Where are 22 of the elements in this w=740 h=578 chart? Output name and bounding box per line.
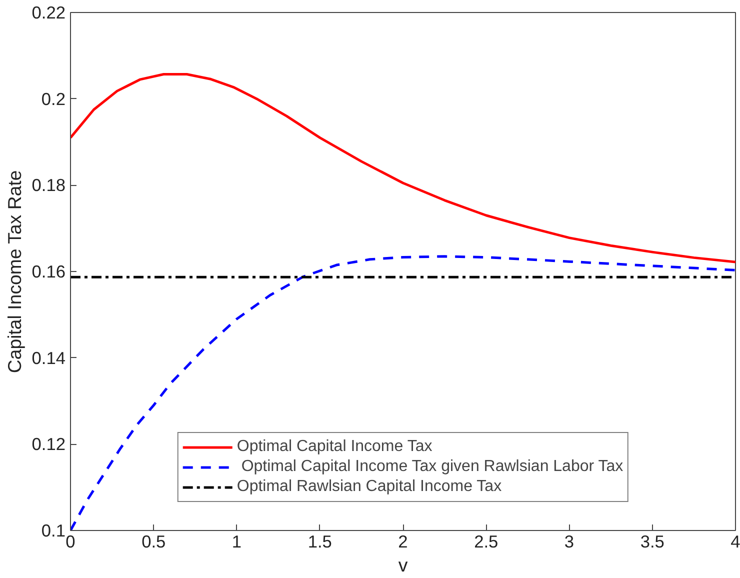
x-tick-label: 3 bbox=[564, 532, 574, 552]
legend-label: Optimal Capital Income Tax bbox=[236, 438, 432, 456]
x-tick-label: 2 bbox=[398, 532, 408, 552]
y-tick-label: 0.12 bbox=[32, 434, 66, 454]
x-tick-label: 1.5 bbox=[308, 532, 332, 552]
x-tick-label: 4 bbox=[730, 532, 740, 552]
x-tick-label: 3.5 bbox=[640, 532, 664, 552]
x-tick-label: 0 bbox=[66, 532, 76, 552]
legend-label: Optimal Capital Income Tax given Rawlsian Labor Tax bbox=[240, 458, 624, 476]
y-tick-label: 0.14 bbox=[32, 348, 66, 368]
x-tick-label: 0.5 bbox=[142, 532, 166, 552]
x-tick-label: 1 bbox=[232, 532, 242, 552]
x-axis-title: v bbox=[398, 554, 408, 576]
line-series bbox=[70, 72, 736, 264]
y-tick-label: 0.16 bbox=[32, 262, 66, 282]
y-axis-title: Capital Income Tax Rate bbox=[4, 170, 25, 374]
y-tick-label: 0.2 bbox=[41, 88, 66, 109]
y-tick-label: 0.22 bbox=[32, 2, 66, 22]
legend-label: Optimal Rawlsian Capital Income Tax bbox=[236, 478, 502, 496]
y-tick-label: 0.1 bbox=[41, 520, 66, 540]
y-tick-label: 0.18 bbox=[32, 175, 66, 196]
x-tick-label: 2.5 bbox=[474, 532, 498, 552]
